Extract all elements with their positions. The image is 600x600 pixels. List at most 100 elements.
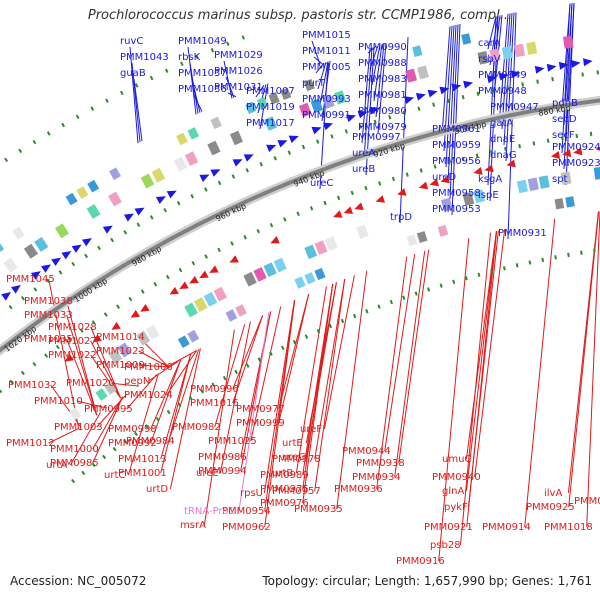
- plus-strand-gene: [498, 72, 509, 81]
- plus-strand-gene: [427, 89, 438, 98]
- ruler-tick: [116, 304, 120, 309]
- cog-category-box: [229, 130, 244, 146]
- gene-label-plus: purT: [302, 78, 326, 89]
- ruler-tick: [55, 344, 60, 350]
- gene-label-minus: PMM0986: [198, 452, 247, 463]
- ruler-tick: [554, 255, 557, 260]
- gene-label-minus: urtD: [146, 484, 168, 495]
- plus-strand-gene: [1, 292, 11, 301]
- ruler-tick: [439, 283, 443, 288]
- ruler-tick: [245, 363, 250, 368]
- gene-label-minus: ureE: [196, 468, 219, 479]
- gene-label-plus: carA: [478, 38, 501, 49]
- plus-strand-gene: [345, 114, 357, 123]
- cog-category-box: [235, 304, 247, 317]
- label-leader-line: [193, 94, 203, 112]
- cog-category-box: [108, 348, 123, 364]
- plus-strand-gene: [570, 60, 581, 68]
- feature-tracks: [0, 33, 600, 421]
- plus-strand-gene: [243, 154, 254, 162]
- ruler-tick: [532, 141, 536, 146]
- label-leader-line: [138, 364, 169, 368]
- label-leader-line: [384, 253, 416, 452]
- cog-category-box: [203, 291, 218, 307]
- label-leader-line: [501, 13, 511, 130]
- ruler-tick: [190, 194, 194, 199]
- label-leader-line: [369, 45, 379, 70]
- gene-label-minus: rpsU: [240, 488, 263, 499]
- gene-label-minus: PMM1014: [96, 332, 145, 343]
- gene-label-minus: PMM1001: [118, 468, 167, 479]
- gene-label-minus: PMM1012: [6, 438, 55, 449]
- label-leader-line: [223, 60, 233, 99]
- gene-label-minus: PMM0985: [50, 458, 99, 469]
- label-leader-line: [361, 47, 371, 144]
- label-leader-line: [227, 92, 237, 98]
- gene-label-plus: ureD: [432, 172, 456, 183]
- gene-label-plus: PMM0956: [432, 156, 481, 167]
- minus-strand-gene: [64, 353, 74, 362]
- label-leader-line: [263, 300, 295, 494]
- ruler-tick: [177, 402, 182, 408]
- label-leader-line: [232, 315, 264, 404]
- ruler-tick: [204, 187, 208, 192]
- plus-strand-gene: [288, 135, 299, 144]
- gene-label-plus: PMM0979: [358, 122, 407, 133]
- cog-category-box: [298, 102, 312, 118]
- ruler-tick: [217, 180, 222, 186]
- gene-label-minus: PMM0978: [272, 454, 321, 465]
- ruler-tick: [389, 299, 394, 305]
- label-leader-line: [507, 12, 517, 240]
- minus-strand-gene: [199, 270, 209, 279]
- ruler-tick: [61, 122, 66, 128]
- gene-label-plus: PMM1037: [178, 68, 227, 79]
- label-leader-line: [302, 283, 334, 504]
- plus-strand-gene: [322, 122, 334, 131]
- ruler-tick: [222, 375, 227, 381]
- label-leader-line: [499, 13, 509, 114]
- ruler-tick: [45, 278, 50, 284]
- cog-category-box: [173, 156, 188, 172]
- ruler-tick: [377, 304, 381, 309]
- accession-text: Accession: NC_005072: [10, 574, 147, 588]
- ruler-tick: [391, 176, 395, 182]
- cog-category-box: [68, 407, 82, 421]
- label-leader-line: [129, 46, 139, 144]
- cog-category-box: [405, 68, 418, 83]
- ruler-tick: [97, 245, 101, 251]
- ruler-tick: [323, 200, 327, 206]
- ruler-tick: [176, 200, 181, 206]
- gene-label-minus: ilvA: [544, 488, 562, 499]
- ruler-tick: [566, 74, 569, 79]
- ruler-tick: [204, 254, 208, 259]
- gene-label-minus: PMM0944: [342, 446, 391, 457]
- ruler-tick: [452, 279, 456, 285]
- label-leader-line: [250, 306, 282, 442]
- cog-category-box: [207, 140, 221, 156]
- plus-strand-gene: [61, 251, 72, 260]
- gene-label-plus: PMM0948: [478, 86, 527, 97]
- ruler-ticks: [0, 35, 599, 484]
- plus-strand-gene: [41, 264, 51, 273]
- ruler-tick: [153, 282, 158, 287]
- ruler-tick: [231, 174, 236, 179]
- ruler-tick: [476, 91, 480, 96]
- label-leader-line: [150, 359, 182, 430]
- cog-category-box: [565, 196, 575, 208]
- ruler-tick: [245, 168, 249, 173]
- genome-summary-text: Topology: circular; Length: 1,657,990 bp…: [262, 574, 592, 588]
- gene-label-minus: PMM0921: [424, 522, 473, 533]
- ruler-tick: [44, 353, 49, 358]
- minus-strand-gene: [333, 210, 343, 218]
- gene-label-minus: PMM0957: [272, 486, 321, 497]
- gene-label-plus: PMM1015: [302, 30, 351, 41]
- cog-category-box: [0, 240, 5, 254]
- cog-category-box: [86, 204, 101, 219]
- minus-strand-gene: [562, 149, 572, 158]
- ruler-tick: [149, 75, 154, 81]
- plus-strand-gene: [123, 213, 134, 222]
- cog-category-box: [210, 116, 222, 130]
- label-leader-line: [66, 338, 98, 416]
- cog-category-box: [184, 302, 198, 318]
